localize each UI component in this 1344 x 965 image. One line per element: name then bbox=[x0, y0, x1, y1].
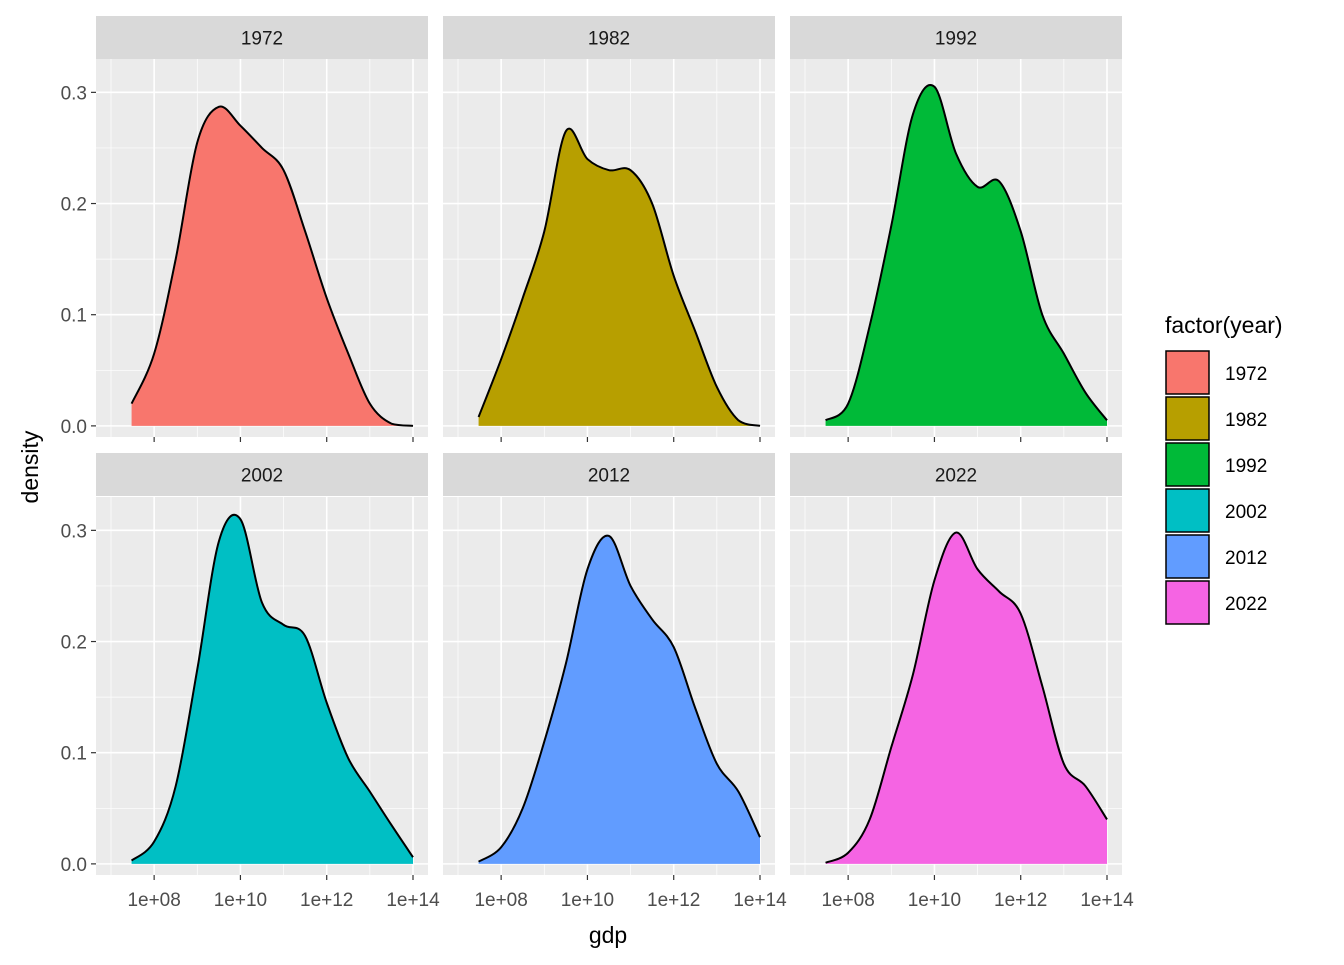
facet-strip bbox=[790, 16, 1122, 59]
legend: factor(year) 1972 1982 1992 2002 2012 2022 bbox=[1165, 312, 1283, 625]
x-axes: 1e+08 1e+10 1e+12 1e+14 1e+08 1e+10 1e+12 1e+14… bbox=[127, 437, 1134, 911]
facet-strip bbox=[443, 453, 775, 496]
legend-key-2022 bbox=[1165, 580, 1210, 625]
y-tick-label: 0.1 bbox=[61, 306, 87, 327]
legend-label-1982: 1982 bbox=[1225, 410, 1267, 431]
x-tick-label: 1e+12 bbox=[300, 890, 353, 911]
facet-panel-1982: 1982 bbox=[443, 16, 775, 437]
legend-key-1982 bbox=[1165, 396, 1210, 441]
legend-label-2012: 2012 bbox=[1225, 548, 1267, 569]
density-line-2002 bbox=[130, 513, 414, 862]
x-axis-title: gdp bbox=[589, 922, 627, 948]
density-line-2012 bbox=[478, 534, 761, 863]
y-tick-label: 0.2 bbox=[61, 633, 87, 654]
legend-key-2012 bbox=[1165, 534, 1210, 579]
x-tick-label: 1e+10 bbox=[214, 890, 267, 911]
legend-label-2022: 2022 bbox=[1225, 594, 1267, 615]
density-line-2022 bbox=[825, 531, 1108, 864]
y-axes: 0.0 0.1 0.2 0.3 0.0 0.1 0.2 0.3 bbox=[61, 83, 96, 876]
x-tick-label: 1e+08 bbox=[127, 890, 180, 911]
y-tick-label: 0.1 bbox=[61, 744, 87, 765]
x-tick-label: 1e+14 bbox=[386, 890, 440, 911]
density-area-1972 bbox=[131, 106, 413, 426]
facet-strip bbox=[96, 453, 428, 496]
facet-panels: 1972 1982 1992 2002 2012 2022 bbox=[96, 16, 1122, 875]
facet-strip bbox=[790, 453, 1122, 496]
legend-key-2002 bbox=[1165, 488, 1210, 533]
legend-label-2002: 2002 bbox=[1225, 502, 1267, 523]
x-tick-label: 1e+08 bbox=[474, 890, 527, 911]
legend-key-1972 bbox=[1165, 350, 1210, 395]
facet-panel-1992: 1992 bbox=[790, 16, 1122, 437]
legend-label-1972: 1972 bbox=[1225, 364, 1267, 385]
density-area-2012 bbox=[478, 535, 760, 864]
y-tick-label: 0.3 bbox=[61, 521, 87, 542]
facet-strip-label: 1972 bbox=[241, 29, 283, 50]
density-line-1992 bbox=[824, 84, 1108, 422]
x-tick-label: 1e+12 bbox=[647, 890, 700, 911]
y-tick-label: 0.0 bbox=[61, 417, 87, 438]
x-tick-label: 1e+14 bbox=[733, 890, 787, 911]
density-area-1982 bbox=[478, 128, 760, 426]
facet-panel-2022: 2022 bbox=[790, 453, 1122, 875]
y-tick-label: 0.3 bbox=[61, 83, 87, 104]
facet-panel-2002: 2002 bbox=[96, 453, 428, 875]
y-tick-label: 0.2 bbox=[61, 195, 87, 216]
facet-strip-label: 2012 bbox=[588, 466, 630, 487]
facet-strip bbox=[96, 16, 428, 59]
density-line-1972 bbox=[130, 105, 414, 427]
facet-strip bbox=[443, 16, 775, 59]
y-axis-title: density bbox=[17, 430, 43, 503]
x-tick-label: 1e+14 bbox=[1080, 890, 1134, 911]
x-tick-label: 1e+08 bbox=[821, 890, 874, 911]
density-line-1982 bbox=[477, 127, 761, 427]
legend-title: factor(year) bbox=[1165, 312, 1283, 338]
facet-strip-label: 1992 bbox=[935, 29, 977, 50]
facet-strip-label: 2002 bbox=[241, 466, 283, 487]
facet-strip-label: 2022 bbox=[935, 466, 977, 487]
legend-key-1992 bbox=[1165, 442, 1210, 487]
x-tick-label: 1e+10 bbox=[908, 890, 961, 911]
facet-strip-label: 1982 bbox=[588, 29, 630, 50]
facet-panel-2012: 2012 bbox=[443, 453, 775, 875]
density-area-1992 bbox=[825, 84, 1107, 426]
legend-label-1992: 1992 bbox=[1225, 456, 1267, 477]
density-area-2002 bbox=[131, 514, 413, 864]
x-tick-label: 1e+12 bbox=[994, 890, 1047, 911]
density-area-2022 bbox=[825, 532, 1107, 864]
x-tick-label: 1e+10 bbox=[561, 890, 614, 911]
facet-panel-1972: 1972 bbox=[96, 16, 428, 437]
y-tick-label: 0.0 bbox=[61, 855, 87, 876]
